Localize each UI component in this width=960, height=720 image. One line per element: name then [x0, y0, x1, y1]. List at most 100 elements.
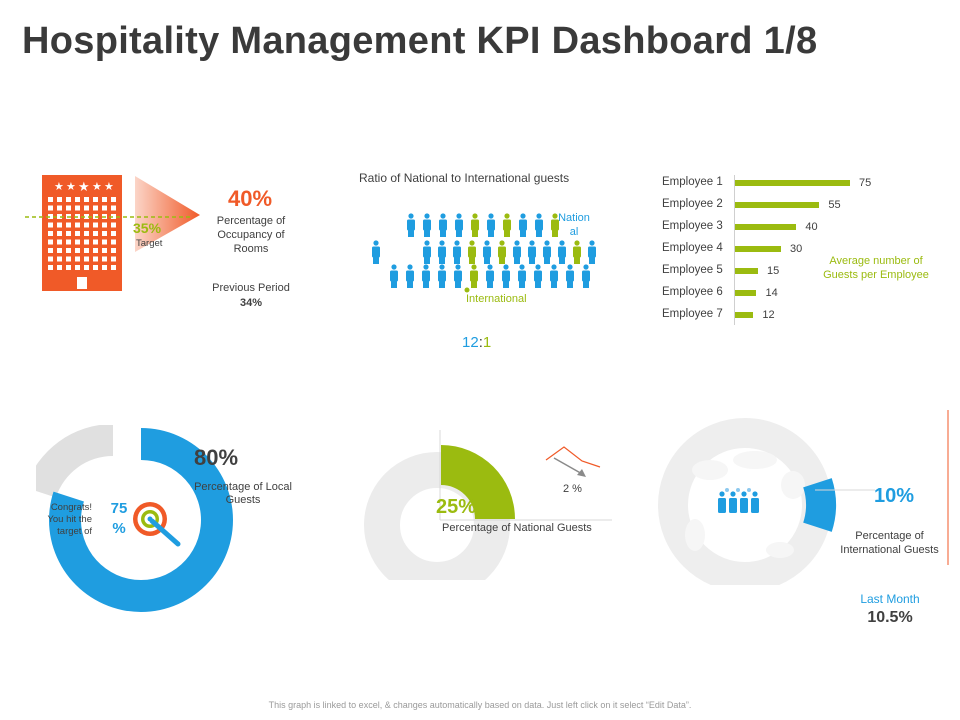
- svg-text:★: ★: [54, 180, 64, 193]
- svg-text:★: ★: [66, 180, 76, 193]
- local-target-value: 75 %: [110, 500, 128, 537]
- person-icon: [566, 264, 574, 288]
- employee-bar-label: Employee 6: [662, 286, 723, 298]
- person-icon: [468, 240, 476, 264]
- person-icon: [423, 213, 431, 237]
- local-guests-remainder-segment: [36, 425, 113, 498]
- person-icon: [502, 264, 510, 288]
- person-icon: [438, 264, 446, 288]
- person-icon: [483, 240, 491, 264]
- person-icon: [438, 240, 446, 264]
- occupancy-target-value: 35%: [133, 220, 162, 236]
- employee-bar-label: Employee 4: [662, 242, 723, 254]
- employee-bar-value: 55: [828, 199, 841, 211]
- employee-bar-value: 12: [762, 309, 775, 321]
- employee-bar-value: 75: [859, 177, 872, 189]
- employee-bar-value: 30: [790, 243, 803, 255]
- person-icon: [470, 264, 478, 288]
- person-icon: [406, 264, 414, 288]
- person-icon: [487, 213, 495, 237]
- employee-bar-label: Employee 5: [662, 264, 723, 276]
- occupancy-cone-shape: [135, 176, 200, 252]
- person-icon: [573, 240, 581, 264]
- international-guest-marker: [464, 287, 470, 293]
- ratio-title: Ratio of National to International guest…: [359, 171, 570, 185]
- employee-bar: [735, 312, 754, 318]
- guests-people-pictogram: [372, 213, 596, 293]
- person-icon: [439, 213, 447, 237]
- employee-bar: [735, 202, 820, 208]
- person-icon: [543, 240, 551, 264]
- employee-bar-value: 40: [805, 221, 818, 233]
- occupancy-value: 40%: [227, 186, 273, 211]
- world-map-icon: [685, 451, 805, 558]
- svg-text:★: ★: [78, 180, 90, 195]
- person-icon: [551, 213, 559, 237]
- local-guests-segment: [49, 428, 233, 612]
- employee-chart-caption: Average number of Guests per Employee: [823, 255, 929, 281]
- last-month-value: 10.5%: [867, 609, 913, 626]
- employee-bar-value: 15: [767, 265, 780, 277]
- previous-period-label: Previous Period: [212, 282, 290, 294]
- svg-text:★: ★: [104, 180, 114, 193]
- person-icon: [471, 213, 479, 237]
- person-icon: [588, 240, 596, 264]
- person-icon: [498, 240, 506, 264]
- national-change-value: 2 %: [563, 483, 582, 495]
- person-icon: [558, 240, 566, 264]
- employee-chart-axis: [734, 175, 735, 325]
- employee-bar-label: Employee 1: [662, 176, 723, 188]
- person-icon: [503, 213, 511, 237]
- employee-bar-label: Employee 7: [662, 308, 723, 320]
- employee-bar-label: Employee 3: [662, 220, 723, 232]
- person-icon: [518, 264, 526, 288]
- person-icon: [454, 264, 462, 288]
- national-guests-segment: [441, 445, 515, 519]
- occupancy-target-label: Target: [136, 238, 163, 249]
- trend-down-arrowhead-icon: [577, 469, 586, 477]
- person-icon: [513, 240, 521, 264]
- national-guests-track: [364, 452, 510, 580]
- hotel-building-graphic: ★ ★ ★ ★ ★: [25, 175, 200, 291]
- international-guests-segment: [803, 478, 836, 532]
- last-month-label: Last Month: [860, 592, 920, 606]
- person-icon: [519, 213, 527, 237]
- trend-down-arrow-icon: [553, 457, 585, 476]
- national-trend-line: [545, 446, 601, 468]
- local-guests-value: 80%: [194, 445, 239, 470]
- international-guests-label: Percentage of International Guests: [840, 530, 939, 556]
- people-group-icon: [718, 488, 759, 513]
- person-icon: [582, 264, 590, 288]
- person-icon: [372, 240, 380, 264]
- international-label: International: [466, 293, 527, 305]
- employee-bar-label: Employee 2: [662, 198, 723, 210]
- previous-period-value: 34%: [239, 297, 263, 309]
- person-icon: [407, 213, 415, 237]
- employee-bar-value: 14: [765, 287, 778, 299]
- person-icon: [423, 240, 431, 264]
- employee-bar: [735, 224, 797, 230]
- local-guests-donut: [36, 425, 233, 612]
- national-guests-chart: [364, 430, 612, 580]
- hotel-building-icon: ★ ★ ★ ★ ★: [42, 175, 122, 291]
- person-icon: [422, 264, 430, 288]
- employee-bar: [735, 290, 757, 296]
- footer-note: This graph is linked to excel, & changes…: [268, 700, 692, 710]
- employee-bar: [735, 246, 781, 252]
- congrats-text: Congrats! You hit the target of: [47, 502, 92, 537]
- person-icon: [455, 213, 463, 237]
- occupancy-label: Percentage of Occupancy of Rooms: [216, 215, 286, 255]
- person-icon: [486, 264, 494, 288]
- ratio-value: 12:1: [462, 334, 492, 351]
- international-guests-chart: [658, 410, 949, 585]
- person-icon: [390, 264, 398, 288]
- person-icon: [550, 264, 558, 288]
- page-title: Hospitality Management KPI Dashboard 1/8: [22, 20, 818, 62]
- person-icon: [528, 240, 536, 264]
- employee-bar: [735, 268, 758, 274]
- employee-bar: [735, 180, 850, 186]
- person-icon: [534, 264, 542, 288]
- svg-text:★: ★: [92, 180, 102, 193]
- person-icon: [535, 213, 543, 237]
- international-guests-value: 10%: [874, 485, 915, 507]
